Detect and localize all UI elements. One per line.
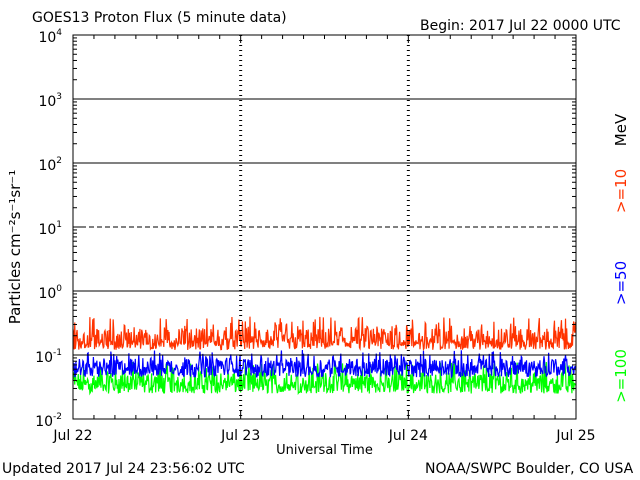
chart-title: GOES13 Proton Flux (5 minute data)	[32, 10, 287, 26]
legend-ge100: >=100	[612, 349, 630, 403]
axes	[72, 34, 577, 420]
y-axis-title: Particles cm⁻²s⁻¹sr⁻¹	[6, 170, 24, 324]
grid-lines	[73, 35, 576, 419]
y-tick-label: 101	[38, 220, 62, 238]
y-tick-label-exp: 4	[56, 28, 62, 38]
series-line-ge100	[72, 361, 577, 396]
y-tick-label-base: 10	[38, 30, 56, 46]
y-tick-label: 102	[38, 156, 62, 174]
y-tick-label-base: 10	[35, 350, 53, 366]
y-tick-label-exp: 1	[56, 220, 62, 230]
y-tick-label-exp: 2	[56, 156, 62, 166]
credit-text: NOAA/SWPC Boulder, CO USA	[425, 461, 634, 477]
y-tick-label-exp: 0	[56, 284, 62, 294]
y-tick-label-exp: -2	[53, 412, 62, 422]
x-tick-label: Jul 22	[52, 428, 92, 444]
y-tick-label-base: 10	[35, 414, 53, 430]
y-tick-label-base: 10	[38, 222, 56, 238]
y-tick-label-base: 10	[38, 286, 56, 302]
x-tick-label: Jul 24	[388, 428, 428, 444]
y-tick-label: 100	[38, 284, 62, 302]
x-axis-title: Universal Time	[276, 443, 373, 458]
y-tick-label: 10-2	[35, 412, 62, 430]
legend-ge50: >=50	[612, 261, 630, 305]
y-tick-label: 104	[38, 28, 62, 46]
y-tick-label-exp: 3	[56, 92, 62, 102]
unit-label-mev: MeV	[612, 113, 630, 146]
legend-ge10: >=10	[612, 169, 630, 213]
series-line-ge10	[72, 316, 577, 352]
y-tick-label-exp: -1	[53, 348, 62, 358]
y-tick-label-base: 10	[38, 158, 56, 174]
series-lines	[72, 316, 577, 396]
series-line-ge50	[72, 350, 577, 379]
x-tick-label: Jul 25	[555, 428, 595, 444]
y-tick-label: 10-1	[35, 348, 62, 366]
x-tick-label: Jul 23	[220, 428, 260, 444]
y-tick-label: 103	[38, 92, 62, 110]
y-tick-label-base: 10	[38, 94, 56, 110]
updated-time: Updated 2017 Jul 24 23:56:02 UTC	[2, 461, 245, 477]
begin-time: Begin: 2017 Jul 22 0000 UTC	[420, 18, 621, 34]
